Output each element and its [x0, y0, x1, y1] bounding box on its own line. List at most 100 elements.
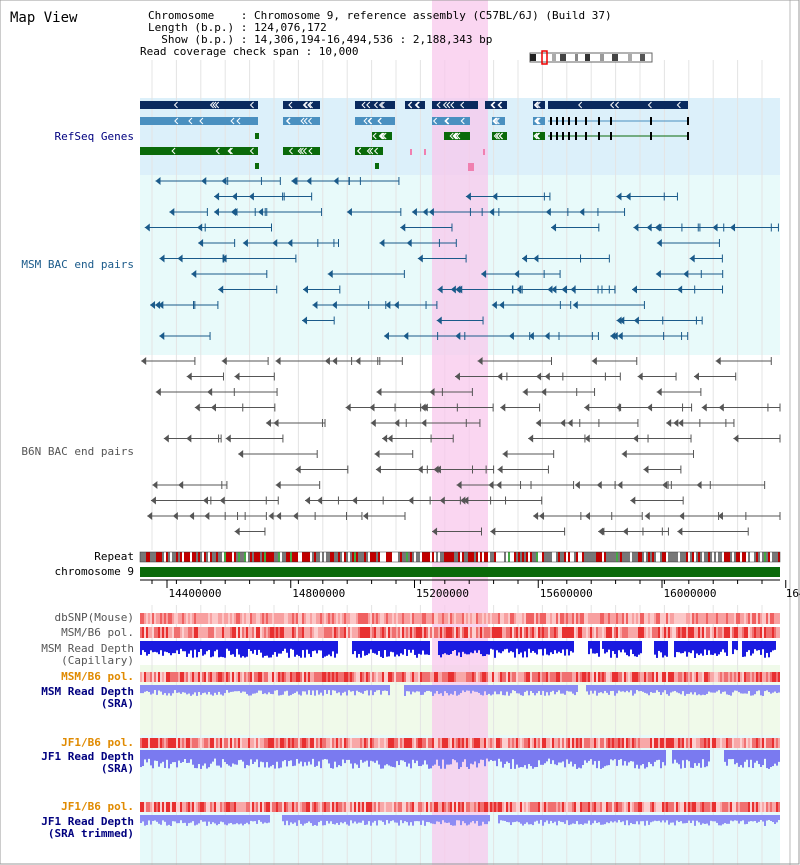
msm-read-depth-capillary-bar: [494, 641, 496, 658]
jf1-read-depth-sra-bar: [258, 750, 260, 768]
jf1-b6-pol-segment: [172, 738, 174, 748]
jf1-b6-pol-trimmed-segment: [344, 802, 346, 812]
msm-b6-pol-sra-segment: [674, 672, 676, 682]
msm-b6-pol-sra-segment: [382, 672, 384, 682]
msm-read-depth-sra-bar: [674, 685, 676, 691]
jf1-read-depth-trimmed-bar: [384, 815, 386, 825]
msm-b6-pol-segment: [384, 627, 386, 638]
jf1-read-depth-sra-bar: [744, 750, 746, 762]
msm-read-depth-sra-bar: [460, 685, 462, 694]
msm-read-depth-sra-label[interactable]: MSM Read Depth (SRA): [0, 686, 134, 710]
refseq-exon: [598, 117, 600, 125]
jf1-read-depth-sra-bar: [182, 750, 184, 762]
repeat-segment: [696, 552, 698, 562]
dbsnp-density-segment: [554, 613, 556, 624]
msm-bac-label[interactable]: MSM BAC end pairs: [21, 258, 134, 271]
msm-b6-pol-sra-segment: [540, 672, 542, 682]
msm-b6-pol-segment: [776, 627, 778, 638]
jf1-read-depth-trimmed-bar: [560, 815, 562, 822]
repeat-segment: [546, 552, 548, 562]
msm-b6-pol-segment: [742, 627, 744, 638]
msm-read-depth-sra-bar: [252, 685, 254, 694]
msm-b6-pol-sra-segment: [232, 672, 234, 682]
msm-read-depth-sra-bar: [502, 685, 504, 696]
repeat-segment: [614, 552, 616, 562]
msm-read-depth-capillary-bar: [222, 641, 224, 658]
msm-read-depth-sra-bar: [140, 685, 142, 694]
jf1-b6-pol-trimmed-segment: [670, 802, 672, 812]
jf1-b6-pol-segment: [202, 738, 204, 748]
msm-b6-pol-sra-segment: [592, 672, 594, 682]
jf1-b6-pol-segment: [570, 738, 572, 748]
msm-b6-pol-segment: [630, 627, 632, 638]
dbsnp-density-segment: [778, 613, 780, 624]
b6n-bac-label[interactable]: B6N BAC end pairs: [21, 445, 134, 458]
dbsnp-density-segment: [176, 613, 178, 624]
dbsnp-density-segment: [188, 613, 190, 624]
msm-read-depth-capillary-bar: [428, 641, 430, 655]
gene-strand-arrow: [377, 117, 382, 125]
jf1-read-depth-sra-bar: [176, 750, 178, 768]
jf1-b6-pol-label[interactable]: JF1/B6 pol.: [61, 736, 134, 749]
jf1-read-depth-trimmed-bar: [140, 815, 142, 823]
msm-bac-pair-end: [411, 208, 417, 216]
jf1-b6-pol-trimmed-segment: [496, 802, 498, 812]
msm-b6-pol-2-label[interactable]: MSM/B6 pol.: [61, 670, 134, 683]
jf1-read-depth-trimmed-bar: [684, 815, 686, 824]
msm-bac-pair-end: [481, 270, 487, 278]
jf1-b6-pol-segment: [366, 738, 368, 748]
jf1-b6-pol-segment: [620, 738, 622, 748]
jf1-read-depth-trimmed-bar: [318, 815, 320, 823]
dbsnp-density-segment: [486, 613, 488, 624]
jf1-b6-pol-trimmed-segment: [248, 802, 250, 812]
jf1-b6-pol-segment: [562, 738, 564, 748]
jf1-read-depth-trimmed-label[interactable]: JF1 Read Depth (SRA trimmed): [0, 816, 134, 840]
jf1-read-depth-trimmed-bar: [152, 815, 154, 822]
jf1-read-depth-trimmed-bar: [682, 815, 684, 824]
jf1-b6-pol-trimmed-segment: [206, 802, 208, 812]
b6n-bac-pair-end: [584, 512, 590, 520]
jf1-read-depth-sra-bar: [386, 750, 388, 765]
msm-b6-pol-segment: [216, 627, 218, 638]
repeat-segment: [198, 552, 200, 562]
msm-read-depth-sra-bar: [210, 685, 212, 695]
jf1-read-depth-sra-label[interactable]: JF1 Read Depth (SRA): [0, 751, 134, 775]
refseq-genes-label[interactable]: RefSeq Genes: [54, 130, 134, 143]
gene-strand-arrow: [453, 132, 458, 140]
msm-read-depth-capillary-label[interactable]: MSM Read Depth (Capillary): [0, 643, 134, 667]
gene-strand-arrow: [297, 147, 302, 155]
dbsnp-density-segment: [514, 613, 516, 624]
dbsnp-density-segment: [776, 613, 778, 624]
msm-read-depth-sra-bar: [600, 685, 602, 693]
msm-b6-pol-label[interactable]: MSM/B6 pol.: [61, 626, 134, 639]
jf1-b6-pol-trimmed-segment: [330, 802, 332, 812]
jf1-b6-pol-segment: [612, 738, 614, 748]
jf1-read-depth-sra-bar: [416, 750, 418, 761]
jf1-b6-pol-trimmed-segment: [338, 802, 340, 812]
chromosome-label[interactable]: chromosome 9: [54, 565, 134, 578]
jf1-b6-pol-segment: [532, 738, 534, 748]
jf1-read-depth-sra-bar: [598, 750, 600, 761]
jf1-b6-pol-trimmed-segment: [370, 802, 372, 812]
jf1-b6-pol-2-label[interactable]: JF1/B6 pol.: [61, 800, 134, 813]
msm-b6-pol-sra-segment: [688, 672, 690, 682]
msm-read-depth-sra-bar: [226, 685, 228, 691]
msm-b6-pol-segment: [240, 627, 242, 638]
ideogram-position-marker: [541, 50, 548, 65]
jf1-read-depth-trimmed-bar: [590, 815, 592, 825]
dbsnp-label[interactable]: dbSNP(Mouse): [54, 611, 134, 624]
msm-read-depth-capillary-bar: [260, 641, 262, 653]
jf1-read-depth-sra-bar: [614, 750, 616, 760]
repeat-label[interactable]: Repeat: [94, 550, 134, 563]
jf1-b6-pol-segment: [398, 738, 400, 748]
gene-strand-arrow: [535, 132, 540, 140]
repeat-segment: [358, 552, 360, 562]
b6n-bac-pair-end: [678, 419, 684, 427]
jf1-read-depth-trimmed-bar: [552, 815, 554, 824]
jf1-read-depth-trimmed-bar: [778, 815, 780, 821]
msm-b6-pol-sra-segment: [594, 672, 596, 682]
jf1-read-depth-sra-bar: [694, 750, 696, 764]
jf1-b6-pol-trimmed-segment: [688, 802, 690, 812]
jf1-b6-pol-segment: [660, 738, 662, 748]
